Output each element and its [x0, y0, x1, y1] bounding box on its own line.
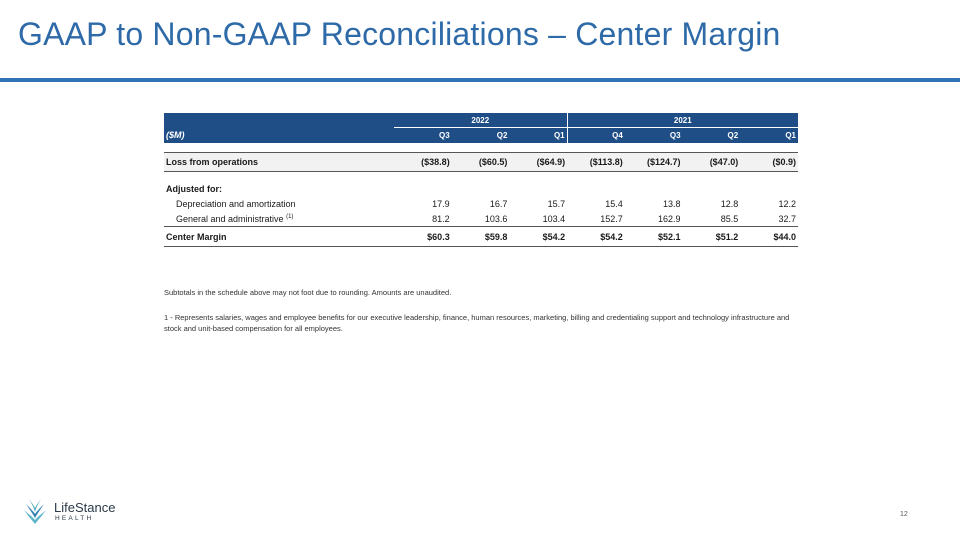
logo-subtitle: HEALTH — [55, 515, 94, 522]
table-cell: 103.4 — [509, 211, 568, 227]
row-label: Center Margin — [164, 226, 394, 247]
unit-label: ($M) — [164, 127, 394, 143]
quarter-header: Q3 — [394, 127, 452, 143]
reconciliation-table: 2022 2021 ($M) Q3 Q2 Q1 Q4 Q3 Q2 Q1 Loss… — [164, 113, 798, 247]
row-label: Depreciation and amortization — [176, 198, 296, 209]
table-cell: 15.4 — [605, 198, 623, 209]
page-title: GAAP to Non-GAAP Reconciliations – Cente… — [18, 16, 781, 52]
year-header-2021: 2021 — [566, 113, 798, 128]
table-cell: ($38.8) — [394, 152, 452, 172]
spacer-row — [164, 143, 798, 153]
table-cell: 162.9 — [624, 211, 683, 227]
table-cell: 16.7 — [489, 198, 508, 209]
table-cell: 15.7 — [547, 198, 566, 209]
table-cell: $59.8 — [451, 226, 510, 247]
quarter-header: Q1 — [740, 127, 798, 143]
table-cell: ($113.8) — [567, 152, 625, 172]
table-row: Depreciation and amortization 17.9 16.7 … — [164, 196, 798, 211]
rounding-note: Subtotals in the schedule above may not … — [164, 288, 452, 297]
table-cell: $54.2 — [567, 226, 625, 247]
row-label-text: General and administrative — [176, 213, 284, 224]
table-cell: ($0.9) — [740, 152, 798, 172]
row-label: General and administrative (1) — [164, 211, 394, 227]
table-row: General and administrative (1) 81.2 103.… — [164, 211, 798, 227]
table-cell: 152.7 — [567, 211, 625, 227]
footnote-marker: (1) — [286, 213, 294, 220]
lifestance-logo-icon — [24, 499, 46, 524]
table-cell: $44.0 — [740, 226, 798, 247]
table-cell: $51.2 — [682, 226, 741, 247]
title-divider — [0, 78, 960, 82]
year-header-2022: 2022 — [394, 113, 568, 128]
year-header-row: 2022 2021 — [164, 113, 798, 128]
footnote-1: 1 - Represents salaries, wages and emplo… — [164, 313, 790, 333]
row-label: Loss from operations — [164, 152, 394, 172]
table-cell: $60.3 — [394, 226, 452, 247]
quarter-header: Q2 — [682, 127, 741, 143]
table-cell: $54.2 — [509, 226, 568, 247]
table-row-total: Center Margin $60.3 $59.8 $54.2 $54.2 $5… — [164, 226, 798, 247]
table-cell: 12.2 — [778, 198, 796, 209]
page-number: 12 — [900, 511, 908, 518]
logo-name: LifeStance — [54, 500, 116, 515]
quarter-header: Q4 — [566, 127, 625, 143]
spacer-row — [164, 172, 798, 182]
header-blank-cell — [164, 113, 394, 128]
table-cell: 103.6 — [451, 211, 510, 227]
quarter-header: Q2 — [451, 127, 510, 143]
table-row: Loss from operations ($38.8) ($60.5) ($6… — [164, 152, 798, 172]
quarter-header: Q1 — [509, 127, 568, 143]
section-label: Adjusted for: — [166, 183, 222, 194]
table-cell: $52.1 — [624, 226, 683, 247]
table-cell: ($64.9) — [509, 152, 568, 172]
quarter-header: Q3 — [624, 127, 683, 143]
table-cell: 85.5 — [682, 211, 741, 227]
table-cell: ($124.7) — [624, 152, 683, 172]
table-cell: 13.8 — [662, 198, 681, 209]
table-cell: 17.9 — [432, 198, 450, 209]
table-cell: 81.2 — [394, 211, 452, 227]
table-cell: 32.7 — [740, 211, 798, 227]
table-cell: 12.8 — [720, 198, 739, 209]
table-cell: ($60.5) — [451, 152, 510, 172]
table-cell: ($47.0) — [682, 152, 741, 172]
quarter-header-row: ($M) Q3 Q2 Q1 Q4 Q3 Q2 Q1 — [164, 127, 798, 143]
table-row: Adjusted for: — [164, 181, 798, 196]
